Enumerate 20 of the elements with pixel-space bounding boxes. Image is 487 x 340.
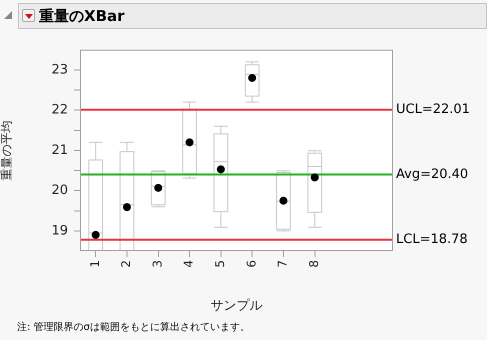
x-tick-label: 8 (306, 260, 321, 268)
y-axis-title: 重量の平均 (0, 120, 14, 180)
ref-line-label: Avg=20.40 (396, 166, 468, 182)
text: 注: 管理限界のσは範囲をもとに算出されています。 (17, 320, 250, 334)
y-tick-label: 20 (51, 183, 68, 198)
x-axis-title: サンプル (210, 298, 262, 314)
y-tick-label: 21 (51, 142, 68, 158)
x-tick-label: 5 (212, 260, 227, 268)
ref-line-label: UCL=22.01 (396, 102, 470, 118)
x-tick-label: 1 (88, 260, 102, 268)
ref-line-label: LCL=18.78 (396, 232, 468, 248)
x-tick-label: 4 (182, 260, 196, 268)
y-tick-label: 22 (51, 102, 68, 118)
x-tick-label: 6 (244, 260, 258, 268)
x-tick-label: 2 (119, 260, 134, 268)
y-tick-label: 19 (51, 223, 68, 238)
chart-title: 重量のXBar (39, 7, 125, 26)
x-tick-label: 3 (150, 260, 164, 268)
y-tick-label: 23 (51, 62, 68, 78)
x-tick-label: 7 (276, 260, 290, 268)
